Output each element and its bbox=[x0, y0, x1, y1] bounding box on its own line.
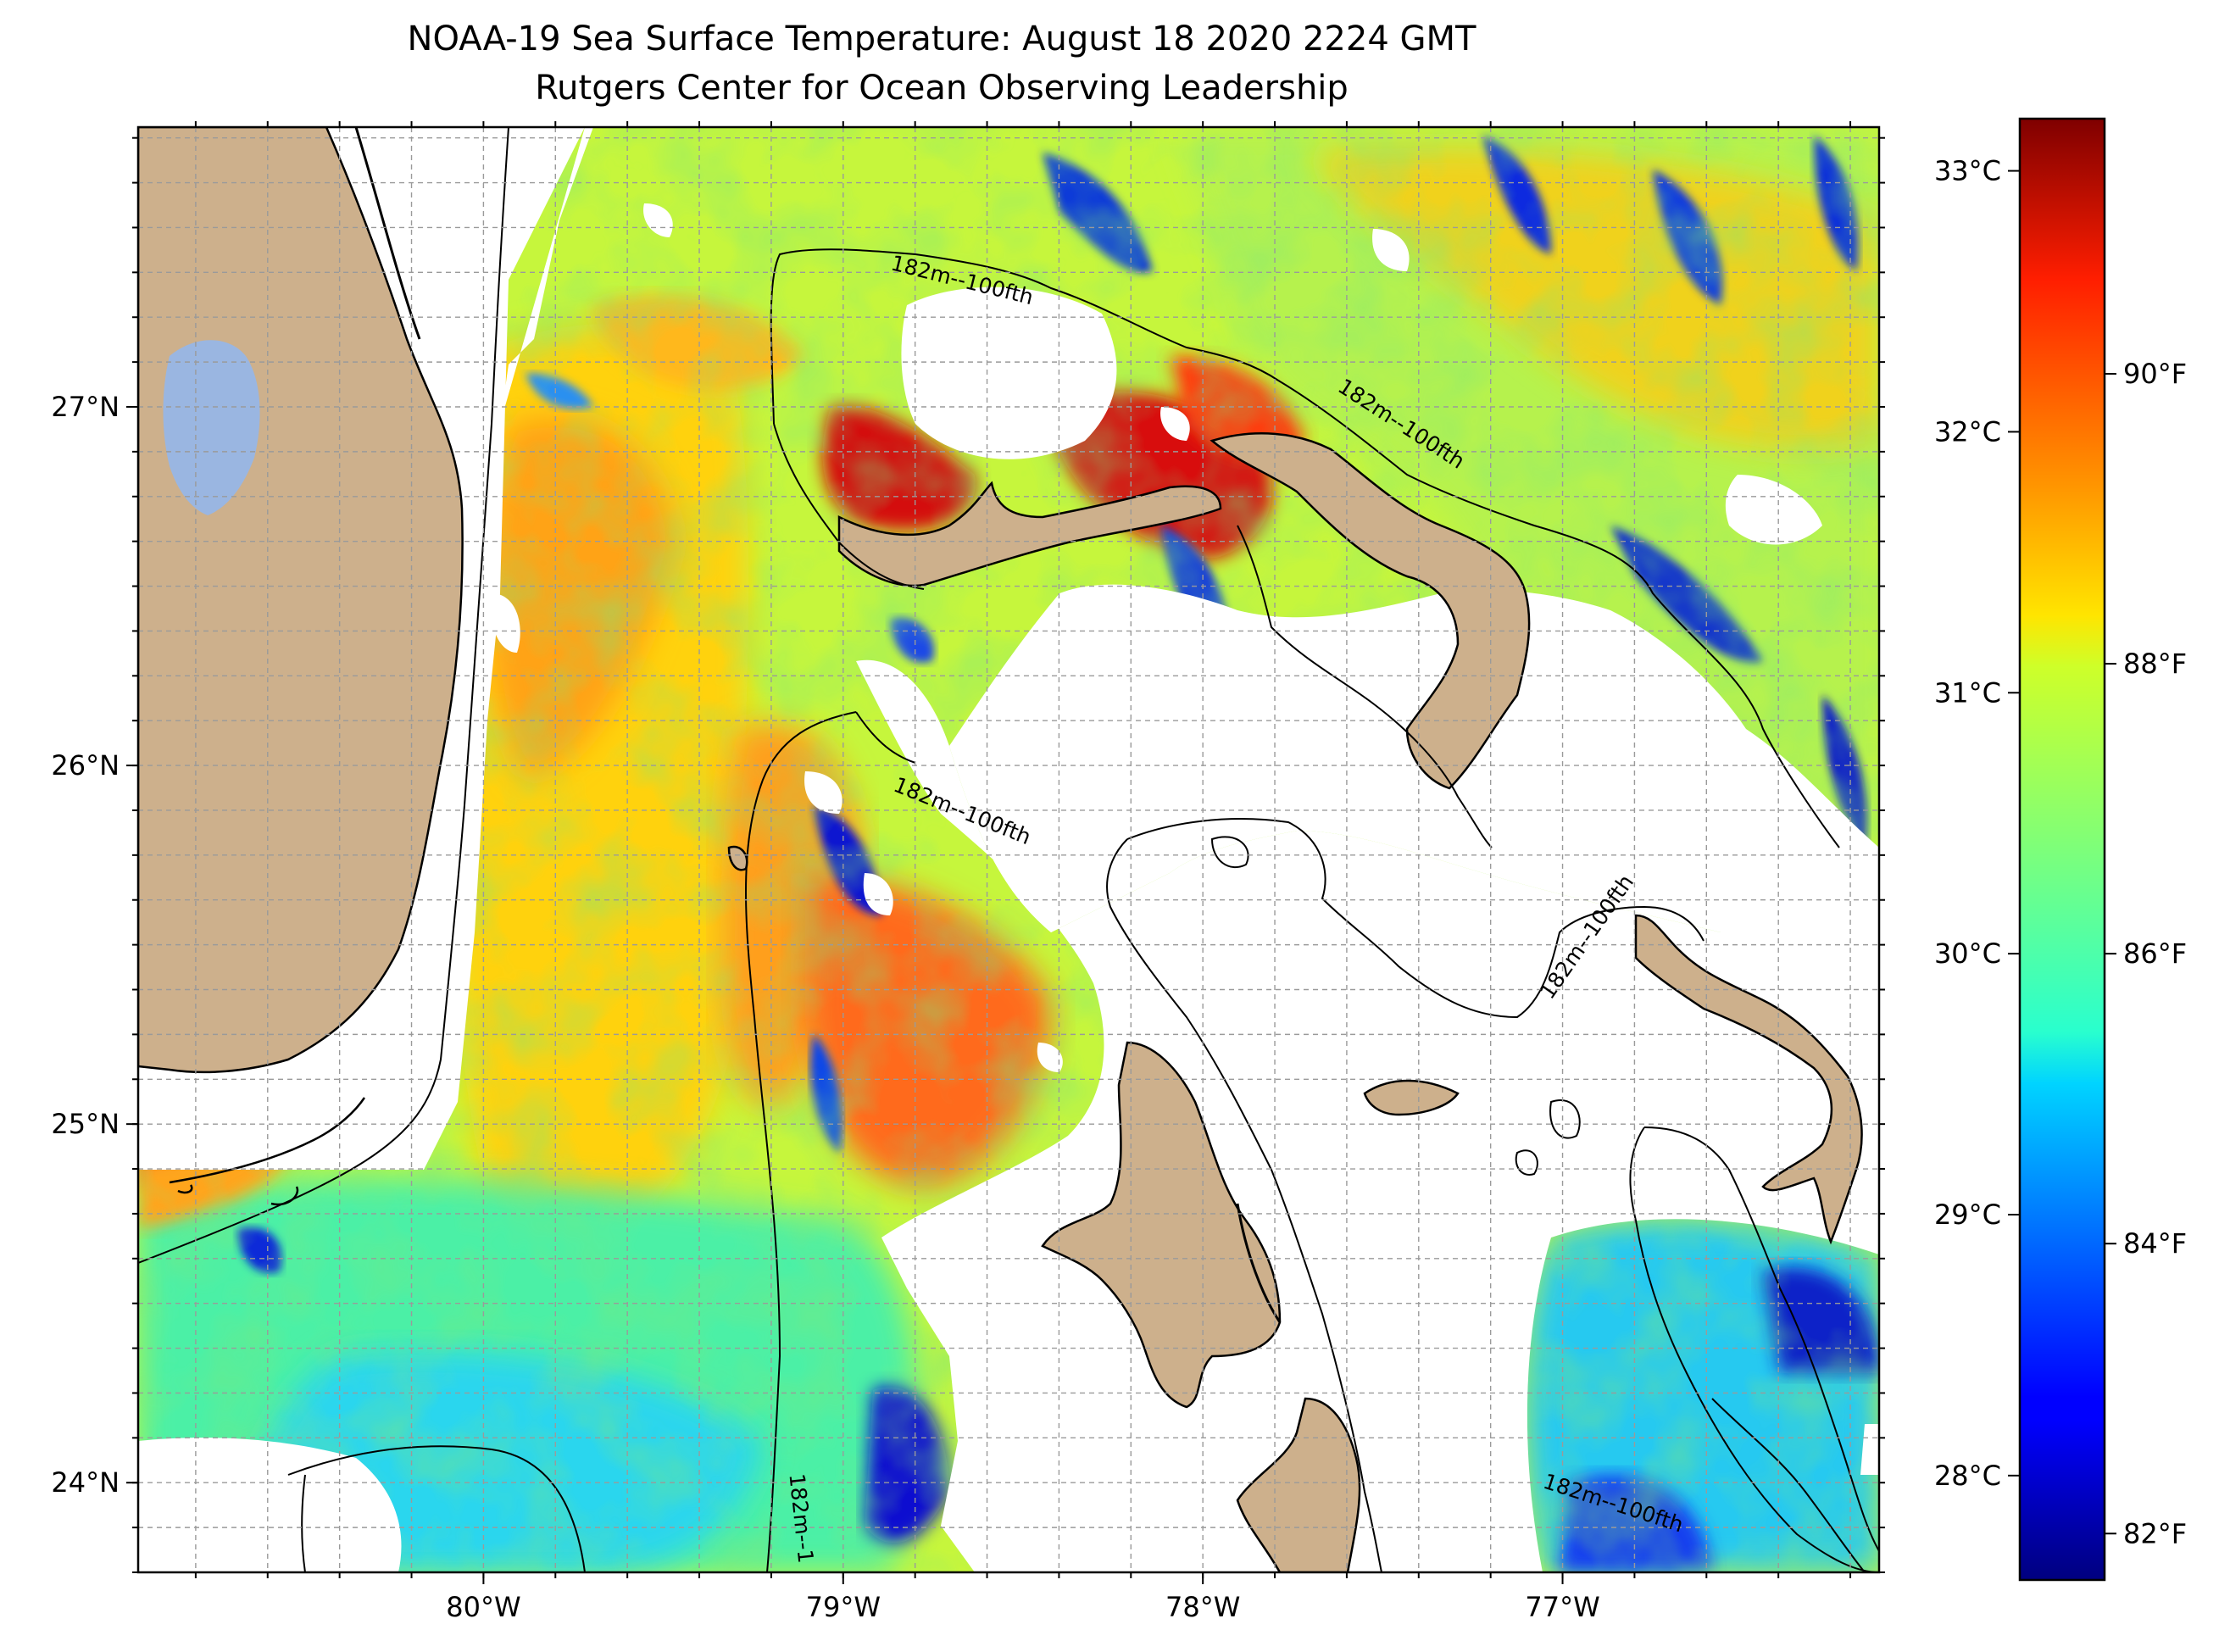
fahrenheit-tick-label: 82°F bbox=[2123, 1517, 2187, 1549]
lon-tick-label: 79°W bbox=[806, 1591, 881, 1623]
lat-tick-label: 25°N bbox=[51, 1108, 120, 1140]
colorbar-labels: 28°C 29°C 30°C 31°C 32°C 33°C 82°F 84°F 86°F 88°F… bbox=[1934, 155, 2187, 1550]
lat-tick-label: 26°N bbox=[51, 749, 120, 782]
map-title: NOAA-19 Sea Surface Temperature: August … bbox=[407, 19, 1476, 58]
celsius-tick-label: 31°C bbox=[1934, 676, 2001, 709]
celsius-tick-label: 32°C bbox=[1934, 415, 2001, 448]
lon-tick-label: 77°W bbox=[1525, 1591, 1599, 1623]
axis-ticks bbox=[126, 121, 1885, 1584]
celsius-tick-label: 33°C bbox=[1934, 155, 2001, 187]
map-frame bbox=[136, 125, 1881, 1574]
lon-tick-label: 78°W bbox=[1165, 1591, 1240, 1623]
fahrenheit-tick-label: 90°F bbox=[2123, 358, 2187, 390]
colorbar-gradient bbox=[2020, 119, 2105, 1580]
gridlines bbox=[138, 127, 1879, 1572]
celsius-tick-label: 28°C bbox=[1934, 1460, 2001, 1492]
depth-contours bbox=[138, 127, 1879, 1572]
celsius-tick-label: 29°C bbox=[1934, 1199, 2001, 1231]
fahrenheit-tick-label: 86°F bbox=[2123, 937, 2187, 970]
map-subtitle: Rutgers Center for Ocean Observing Leade… bbox=[535, 69, 1349, 108]
axis-labels: 80°W 79°W 78°W 77°W 24°N 25°N 26°N 27°N bbox=[51, 391, 1599, 1623]
lon-tick-label: 80°W bbox=[446, 1591, 520, 1623]
fahrenheit-tick-label: 88°F bbox=[2123, 648, 2187, 680]
celsius-tick-label: 30°C bbox=[1934, 937, 2001, 970]
lake-okeechobee bbox=[163, 340, 260, 515]
lat-tick-label: 27°N bbox=[51, 391, 120, 423]
map-panel: 182m--100fth182m--100fth182m--100fth182m… bbox=[138, 127, 1879, 1572]
fahrenheit-tick-label: 84°F bbox=[2123, 1227, 2187, 1260]
colorbar-frame bbox=[2018, 117, 2106, 1582]
lat-tick-label: 24°N bbox=[51, 1466, 120, 1499]
colorbar-ticks bbox=[2008, 170, 2116, 1535]
colorbar: 28°C 29°C 30°C 31°C 32°C 33°C 82°F 84°F 86°F 88°F… bbox=[1934, 117, 2187, 1582]
